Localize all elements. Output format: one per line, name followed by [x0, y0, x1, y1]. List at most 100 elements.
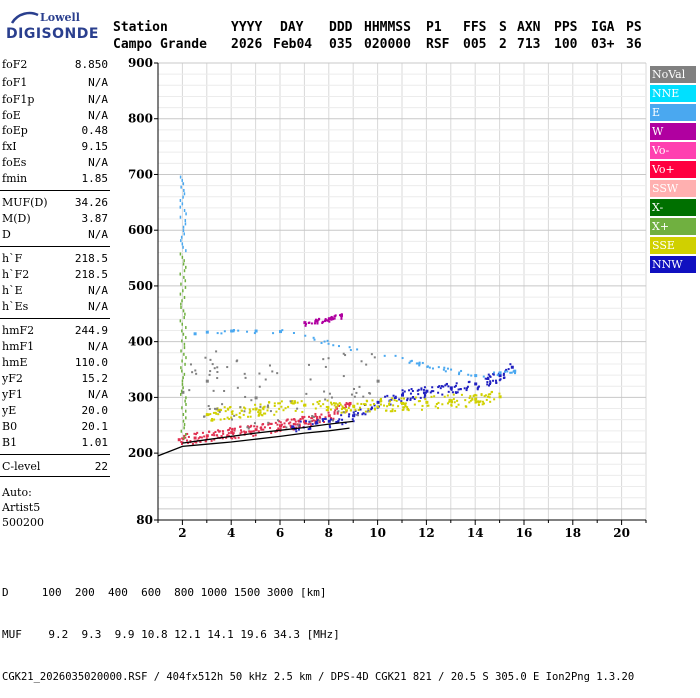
- echo-point: [254, 403, 257, 406]
- echo-point: [393, 397, 396, 400]
- echo-point: [410, 388, 413, 391]
- echo-point: [373, 404, 376, 407]
- echo-point: [226, 434, 229, 437]
- echo-point: [219, 418, 222, 421]
- echo-point: [193, 432, 196, 435]
- echo-point: [392, 394, 395, 397]
- header-value: 020000: [364, 37, 411, 52]
- header-value: 005: [463, 37, 487, 52]
- echo-point: [211, 417, 214, 420]
- echo-point: [244, 376, 247, 379]
- echo-point: [342, 375, 345, 378]
- echo-point: [433, 395, 436, 398]
- echo-point: [259, 403, 262, 406]
- trace-point: [279, 424, 282, 428]
- echo-point: [324, 398, 327, 401]
- echo-point: [313, 338, 316, 341]
- echo-point: [388, 402, 391, 405]
- echo-point: [459, 388, 462, 391]
- echo-point: [308, 420, 311, 423]
- echo-point: [201, 431, 204, 434]
- header-label: DAY: [280, 20, 304, 35]
- echo-point: [319, 405, 322, 408]
- header-value: 100: [554, 37, 578, 52]
- echo-point: [357, 408, 360, 411]
- param-row: foE N/A: [2, 109, 108, 125]
- echo-point: [234, 437, 237, 440]
- echo-point: [279, 421, 282, 424]
- echo-point: [432, 390, 435, 393]
- echo-point: [238, 415, 241, 418]
- echo-point: [421, 404, 424, 407]
- echo-point: [240, 429, 243, 432]
- echo-point: [447, 390, 450, 393]
- echo-point: [258, 385, 261, 388]
- echo-point: [325, 409, 328, 412]
- echo-point: [445, 382, 448, 385]
- x-tick-label: 14: [467, 526, 484, 540]
- param-name: h`F2: [2, 268, 30, 281]
- echo-point: [209, 358, 212, 361]
- profile-line: [182, 420, 354, 444]
- echo-point: [221, 403, 224, 406]
- echo-point: [240, 409, 243, 412]
- trace-point: [425, 389, 429, 393]
- trace-point: [205, 413, 209, 417]
- trace-point: [449, 386, 453, 390]
- echo-point: [183, 426, 185, 430]
- echo-point: [502, 374, 505, 377]
- x-tick-label: 16: [516, 526, 533, 540]
- echo-point: [252, 408, 255, 411]
- echo-point: [454, 384, 457, 387]
- trace-point: [513, 369, 517, 373]
- echo-point: [316, 417, 319, 420]
- trace-point: [193, 436, 197, 440]
- echo-point: [322, 403, 325, 406]
- echo-point: [509, 363, 512, 366]
- echo-point: [268, 401, 271, 404]
- trace-point: [205, 379, 209, 383]
- echo-point: [227, 428, 230, 431]
- echo-point: [498, 392, 501, 395]
- echo-point: [416, 362, 419, 365]
- echo-point: [435, 402, 438, 405]
- logo-line1: Lowell: [40, 11, 80, 24]
- echo-point: [223, 330, 226, 333]
- echo-point: [184, 279, 187, 283]
- echo-point: [458, 371, 461, 374]
- echo-point: [310, 322, 313, 325]
- trace-point: [425, 400, 429, 404]
- legend-item: W: [650, 123, 696, 140]
- echo-point: [351, 418, 354, 421]
- trace-point: [340, 313, 343, 317]
- echo-point: [304, 324, 307, 327]
- header-value: Feb04: [273, 37, 313, 52]
- param-name: hmE: [2, 356, 28, 369]
- trace-point: [303, 419, 307, 423]
- param-row: yF2 15.2: [2, 372, 108, 388]
- echo-point: [336, 412, 339, 415]
- echo-point: [183, 269, 186, 273]
- echo-point: [349, 349, 352, 352]
- echo-point: [316, 322, 319, 325]
- y-tick-label: 400: [128, 335, 153, 349]
- legend-item: SSW: [650, 180, 696, 197]
- echo-point: [332, 318, 335, 321]
- echo-point: [344, 411, 347, 414]
- y-tick-label: 300: [128, 390, 153, 404]
- echo-point: [417, 393, 420, 396]
- header-label: FFS: [463, 20, 487, 35]
- echo-point: [337, 420, 340, 423]
- echo-point: [289, 424, 292, 427]
- param-value: 34.26: [74, 196, 108, 209]
- echo-point: [341, 405, 344, 408]
- echo-point: [217, 429, 220, 432]
- trace-point: [230, 430, 234, 434]
- echo-point: [232, 433, 235, 436]
- param-row: h`F2 218.5: [2, 268, 108, 284]
- echo-point: [391, 410, 394, 413]
- trace-point: [193, 332, 197, 336]
- echo-point: [370, 408, 373, 411]
- trace-point: [327, 419, 331, 423]
- echo-point: [404, 403, 407, 406]
